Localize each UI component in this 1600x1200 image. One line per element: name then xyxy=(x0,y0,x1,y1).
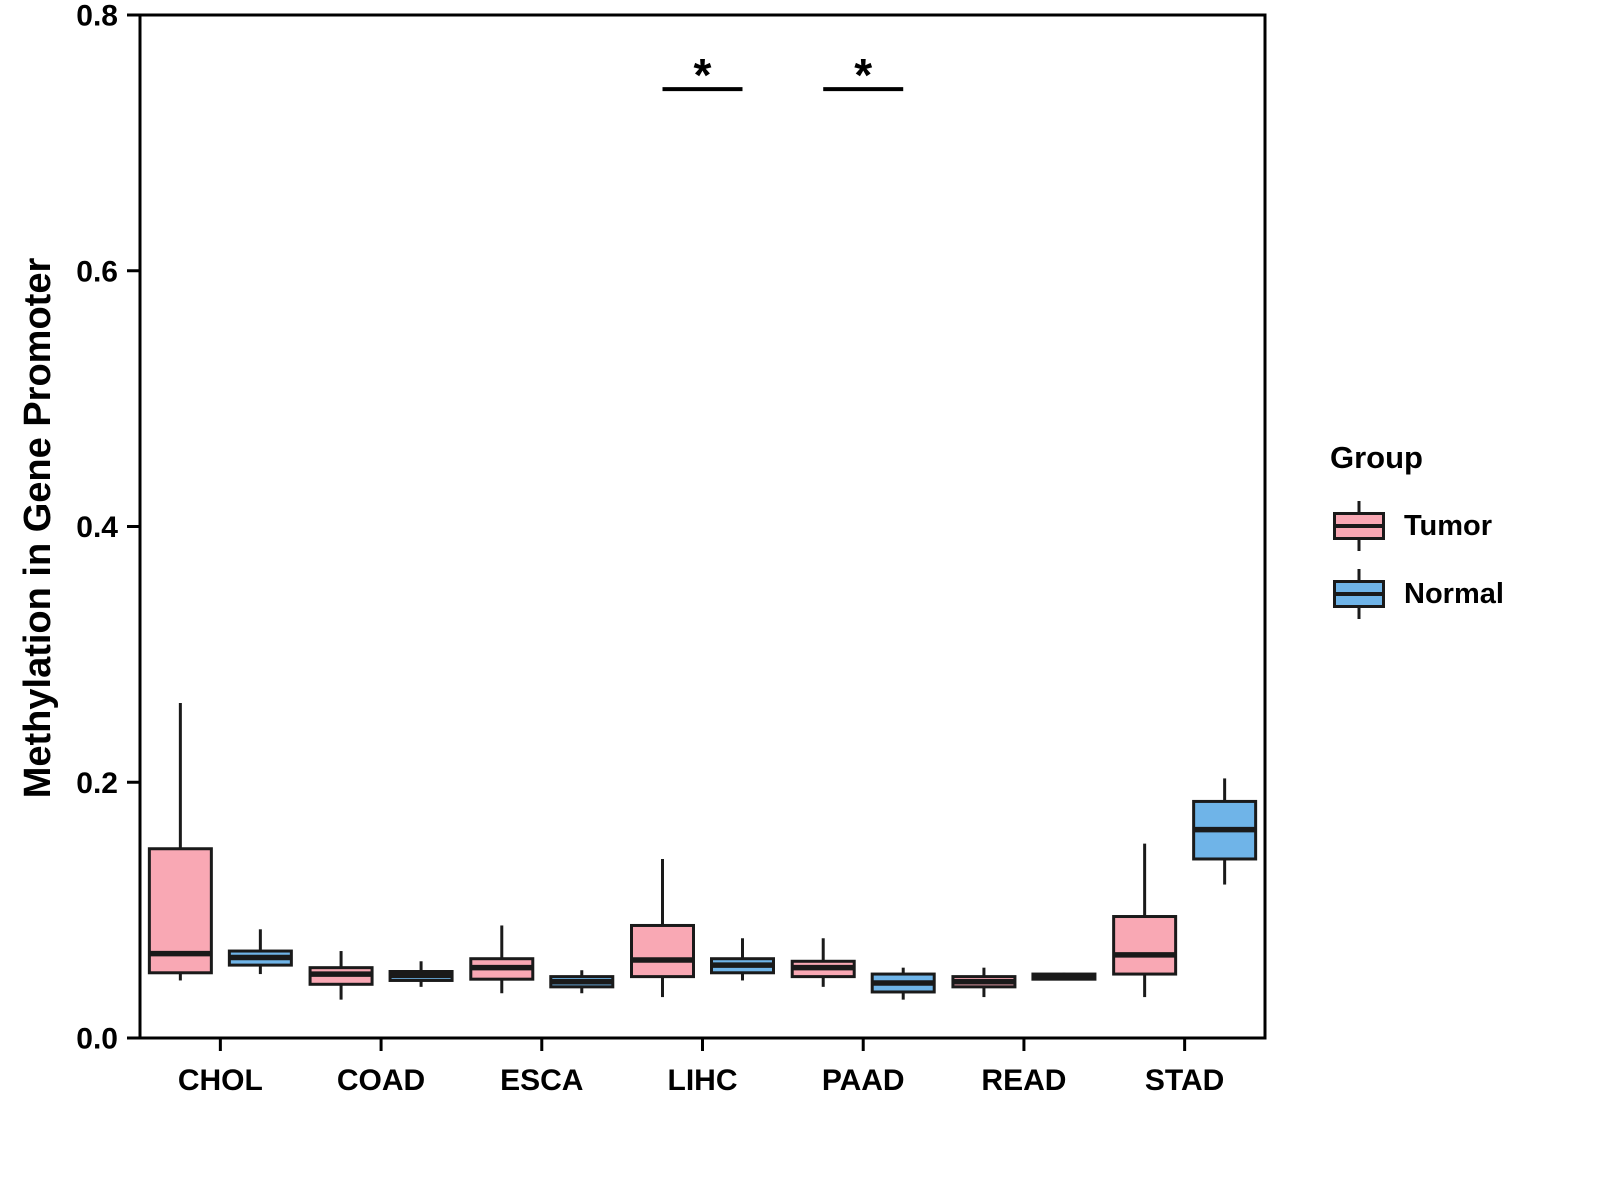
significance-star: * xyxy=(854,49,872,101)
box-esca-tumor xyxy=(469,925,535,994)
y-tick-label: 0.2 xyxy=(76,767,118,800)
box-read-tumor xyxy=(951,967,1017,998)
boxplot-key-icon xyxy=(1330,498,1388,554)
box-paad-tumor xyxy=(790,938,856,987)
box-stad-normal xyxy=(1192,778,1258,885)
legend: Group Tumor Normal xyxy=(1330,440,1504,634)
x-tick-label: PAAD xyxy=(822,1064,905,1097)
boxplot-key-icon xyxy=(1330,566,1388,622)
legend-item-normal: Normal xyxy=(1330,566,1504,622)
box-chol-normal xyxy=(227,929,293,975)
legend-item-tumor: Tumor xyxy=(1330,498,1504,554)
y-tick-label: 0.6 xyxy=(76,255,118,288)
x-tick-label: ESCA xyxy=(500,1064,583,1097)
x-tick-label: LIHC xyxy=(668,1064,738,1097)
x-tick-label: COAD xyxy=(337,1064,425,1097)
box-chol-tumor xyxy=(147,702,213,981)
panel-border xyxy=(138,13,1267,1040)
x-tick-label: STAD xyxy=(1145,1064,1224,1097)
significance-lihc: * xyxy=(662,49,743,101)
significance-paad: * xyxy=(823,49,904,101)
legend-title: Group xyxy=(1330,440,1423,475)
significance-star: * xyxy=(694,49,712,101)
box-coad-tumor xyxy=(308,951,374,1000)
box-esca-normal xyxy=(549,970,615,994)
box-lihc-tumor xyxy=(630,858,695,998)
y-axis-title: Methylation in Gene Promoter xyxy=(17,257,59,799)
box-paad-normal xyxy=(870,967,936,1000)
y-tick-label: 0.0 xyxy=(76,1023,118,1056)
box-read-normal xyxy=(1031,972,1097,981)
x-tick-label: READ xyxy=(981,1064,1066,1097)
x-tick-label: CHOL xyxy=(178,1064,263,1097)
box-coad-normal xyxy=(388,961,454,987)
legend-label-tumor: Tumor xyxy=(1404,509,1493,542)
box-lihc-normal xyxy=(710,938,775,981)
y-tick-label: 0.4 xyxy=(76,511,118,544)
box-stad-tumor xyxy=(1112,843,1178,998)
legend-label-normal: Normal xyxy=(1404,577,1504,610)
y-tick-label: 0.8 xyxy=(76,0,118,33)
